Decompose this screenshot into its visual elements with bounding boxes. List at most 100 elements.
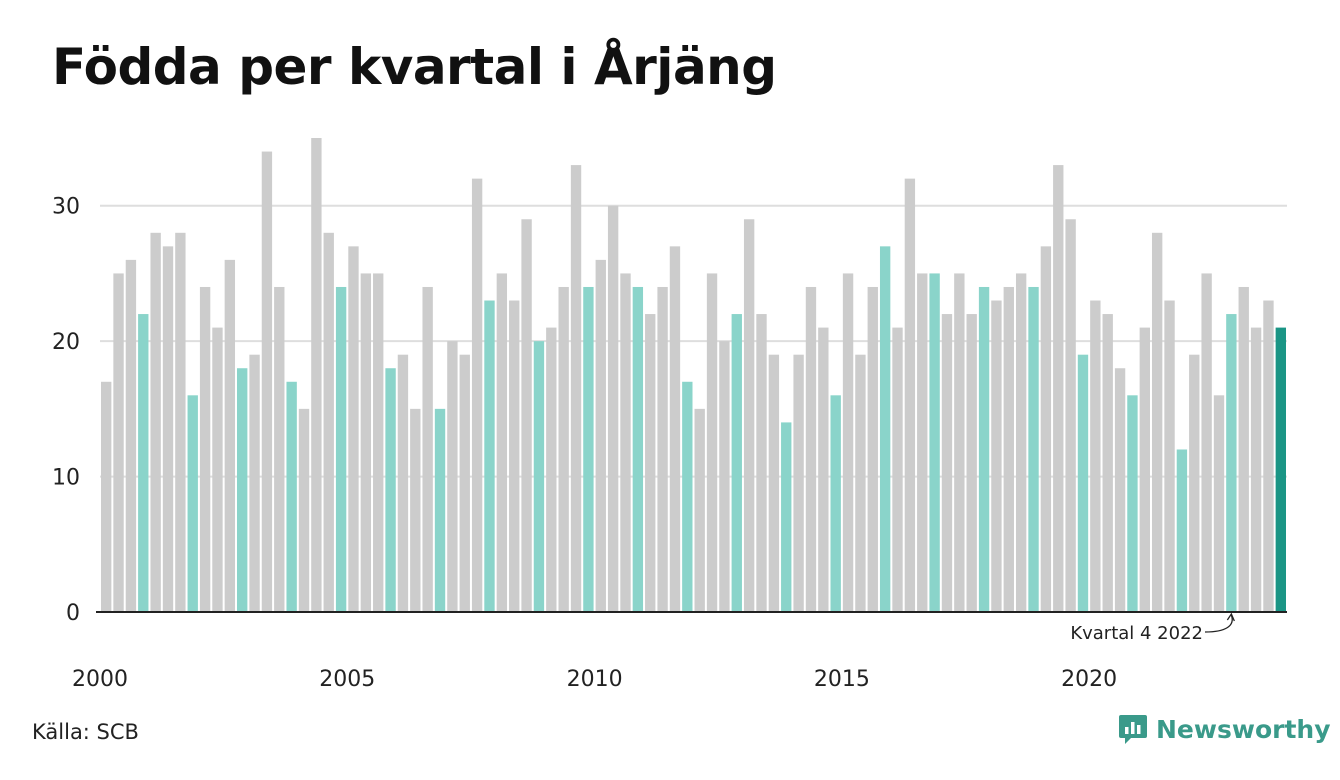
bar	[595, 259, 606, 612]
bar	[1065, 219, 1076, 612]
bar	[867, 286, 878, 612]
y-tick-label: 0	[66, 601, 80, 626]
bar	[583, 286, 594, 612]
bar	[1003, 286, 1014, 612]
bar	[1201, 273, 1212, 612]
bar	[101, 381, 112, 612]
newsworthy-icon	[1119, 715, 1147, 744]
bar	[1213, 395, 1225, 612]
annotation-arrow	[1204, 614, 1233, 633]
bar	[781, 422, 792, 612]
x-tick-label: 2010	[567, 667, 623, 692]
bar	[917, 273, 928, 612]
bar	[941, 314, 953, 612]
bar	[694, 408, 705, 612]
bar	[842, 273, 854, 612]
bar	[360, 273, 372, 612]
bar	[1250, 327, 1262, 612]
bar	[1114, 368, 1126, 612]
bar	[954, 273, 965, 612]
bar	[212, 327, 223, 612]
bar	[682, 381, 693, 612]
bar	[237, 368, 248, 612]
bar	[1127, 395, 1138, 612]
bar	[805, 286, 817, 612]
bar	[447, 341, 458, 612]
bar	[410, 408, 421, 612]
bar	[323, 232, 334, 613]
bar	[125, 259, 137, 612]
bar	[719, 341, 730, 612]
bar	[607, 205, 619, 612]
bar	[509, 300, 520, 612]
bar	[422, 286, 433, 612]
bar	[818, 327, 829, 612]
bar	[484, 300, 495, 612]
bar	[1077, 354, 1089, 612]
bar	[1015, 273, 1027, 612]
bar	[1263, 300, 1274, 612]
bar	[113, 273, 124, 612]
bar	[978, 286, 990, 612]
x-tick-label: 2005	[319, 667, 375, 692]
bar	[249, 354, 260, 612]
bar	[373, 273, 384, 612]
annotation-label: Kvartal 4 2022	[1070, 623, 1203, 644]
bar	[162, 246, 174, 613]
y-tick-label: 30	[52, 195, 80, 220]
bar	[1275, 327, 1286, 612]
bar	[397, 354, 409, 612]
bar	[459, 354, 470, 612]
bar	[187, 395, 198, 612]
bar	[929, 273, 940, 612]
bar	[855, 354, 866, 612]
bar	[1102, 314, 1113, 612]
bar	[1151, 232, 1163, 613]
x-tick-label: 2015	[814, 667, 870, 692]
bar	[570, 165, 582, 613]
bar	[471, 178, 483, 612]
chart-title: Födda per kvartal i Årjäng	[52, 38, 777, 96]
bar	[1238, 286, 1249, 612]
bar	[1139, 327, 1150, 612]
bar	[892, 327, 903, 612]
bar	[521, 219, 532, 612]
bar	[261, 151, 273, 613]
bar	[1176, 449, 1188, 612]
bar	[1053, 165, 1064, 613]
bar	[793, 354, 804, 612]
bar	[620, 273, 631, 612]
bar	[224, 259, 236, 612]
brand-name: Newsworthy	[1156, 714, 1331, 744]
bar	[335, 286, 347, 612]
bar	[558, 286, 569, 612]
bar	[645, 314, 656, 612]
bars	[101, 138, 1286, 613]
bar	[199, 286, 211, 612]
bar	[385, 368, 396, 612]
bar	[632, 286, 644, 612]
bar	[743, 219, 755, 612]
brand-logo: Newsworthy	[1118, 713, 1331, 745]
bar	[298, 408, 310, 612]
bar	[533, 341, 545, 612]
bar	[1189, 354, 1200, 612]
bar	[657, 286, 668, 612]
bar	[904, 178, 916, 612]
bar	[1164, 300, 1175, 612]
y-axis: 0 10 20 30	[52, 195, 80, 626]
bar	[1040, 246, 1052, 613]
y-tick-label: 20	[52, 330, 80, 355]
bar	[731, 314, 742, 612]
bar	[138, 314, 149, 612]
bar	[1226, 314, 1237, 612]
bar	[175, 232, 186, 613]
bar	[966, 314, 977, 612]
x-tick-label: 2000	[72, 667, 128, 692]
bar	[669, 246, 681, 613]
annotation: Kvartal 4 2022	[1070, 612, 1235, 644]
annotation-arrowhead	[1226, 612, 1235, 622]
bar	[496, 273, 508, 612]
bar	[991, 300, 1002, 612]
bar-chart: 0 10 20 30 2000 2005 2010 2015 2020 Kvartal 4 2…	[52, 138, 1287, 692]
